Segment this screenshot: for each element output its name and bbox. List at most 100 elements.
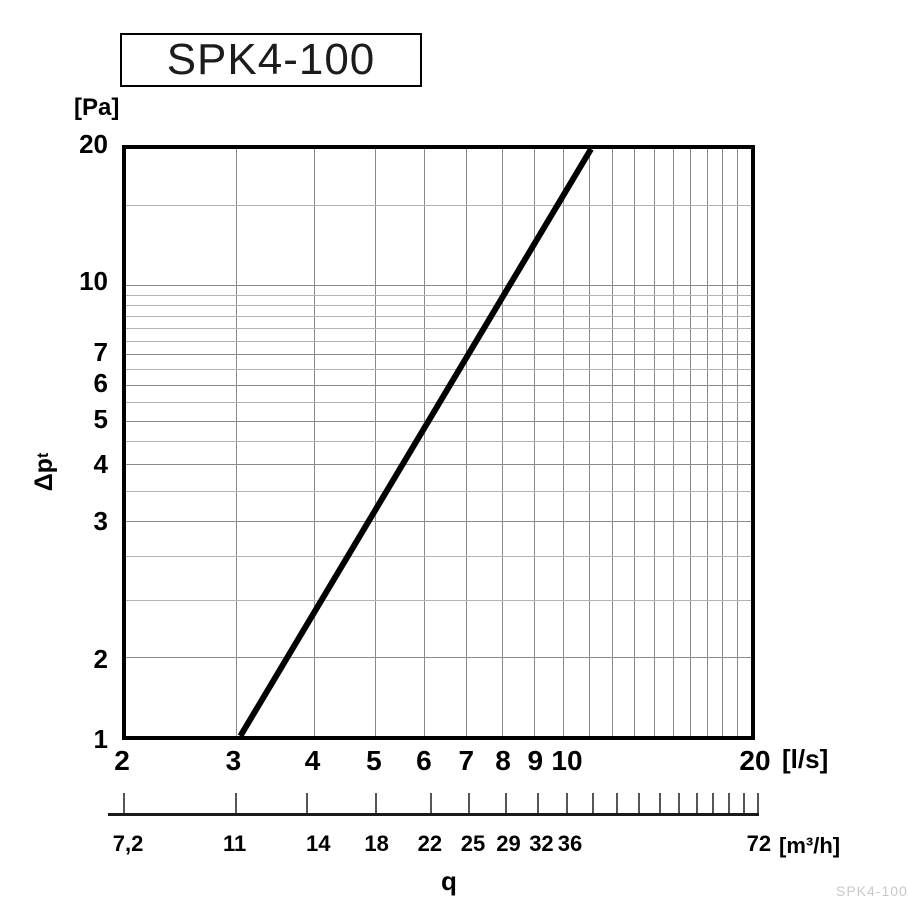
vertical-gridline: [424, 149, 426, 736]
secondary-tick-label: 22: [417, 831, 443, 856]
y-tick-label: 6: [93, 368, 108, 399]
horizontal-gridline-minor: [126, 328, 751, 330]
secondary-tick-label: 25: [460, 831, 486, 856]
secondary-axis-tick: [711, 793, 714, 813]
vertical-gridline: [502, 149, 504, 736]
secondary-axis-tick: [757, 793, 759, 813]
secondary-tick-label: 72: [746, 831, 772, 856]
secondary-axis-tick: [566, 793, 569, 813]
vertical-gridline: [672, 149, 674, 736]
grid-container: [126, 149, 751, 736]
vertical-gridline: [722, 149, 724, 736]
y-tick-label: 7: [93, 337, 108, 368]
y-axis-tick-labels: 20 10 7 6 5 4 3 2 1: [58, 129, 116, 754]
secondary-axis-unit-label: [m³/h]: [779, 833, 841, 858]
secondary-axis-tick: [592, 793, 595, 813]
vertical-gridline: [314, 149, 316, 736]
y-tick-label: 10: [79, 266, 108, 297]
secondary-axis-tick: [727, 793, 730, 813]
y-axis-unit-label: [Pa]: [74, 94, 120, 121]
x-axis-tick-labels: 2 3 4 5 6 7 8 9 10 20: [114, 745, 770, 779]
vertical-gridline: [634, 149, 636, 736]
horizontal-gridline-minor: [126, 295, 751, 297]
secondary-axis-line: [108, 813, 759, 816]
secondary-axis-tick: [504, 793, 507, 813]
secondary-axis-tick: [677, 793, 680, 813]
horizontal-gridline-minor: [126, 369, 751, 371]
y-tick-label: 20: [79, 128, 108, 159]
x-tick-label: 4: [304, 745, 321, 776]
y-tick-label: 3: [93, 505, 108, 536]
vertical-gridline: [466, 149, 467, 736]
x-tick-label: 9: [527, 745, 544, 776]
x-tick-label: 2: [114, 745, 130, 776]
pressure-symbol: Δp: [29, 458, 58, 492]
horizontal-gridline-minor: [126, 441, 751, 443]
horizontal-gridline-minor: [126, 600, 751, 602]
secondary-tick-label: 36: [557, 831, 583, 856]
secondary-tick-label: 29: [496, 831, 521, 856]
secondary-axis-tick: [306, 793, 309, 813]
secondary-axis-tick: [467, 793, 470, 813]
x-tick-label: 6: [416, 745, 432, 776]
secondary-axis-tick-labels: 7,2 11 14 18 22 25 29 32 36 72: [113, 831, 771, 857]
secondary-tick-label: 14: [306, 831, 331, 856]
x-tick-label: 7: [458, 745, 475, 776]
secondary-tick-label: 7,2: [112, 831, 144, 856]
horizontal-gridline-major: [126, 420, 751, 422]
chart-title: SPK4-100: [166, 35, 376, 84]
x-tick-label: 8: [495, 745, 511, 776]
secondary-axis-tick: [695, 793, 698, 813]
y-tick-label: 1: [93, 723, 108, 754]
horizontal-gridline-major: [126, 284, 751, 286]
watermark-text: SPK4-100: [836, 883, 908, 899]
secondary-tick-label: 18: [364, 831, 389, 856]
horizontal-gridline-minor: [126, 316, 751, 318]
horizontal-gridline-minor: [126, 205, 751, 207]
y-tick-label: 5: [93, 404, 108, 435]
vertical-gridline: [706, 149, 708, 736]
x-tick-label: 3: [225, 745, 242, 776]
x-tick-label: 20: [739, 745, 771, 776]
secondary-axis-tick: [743, 793, 746, 813]
y-tick-label: 4: [93, 448, 108, 479]
x-axis-unit-label: [l/s]: [782, 744, 829, 774]
secondary-axis-tick: [638, 793, 641, 813]
pressure-drop-curve: [126, 149, 751, 736]
horizontal-gridline-minor: [126, 305, 751, 307]
vertical-gridline: [374, 149, 376, 736]
horizontal-gridline-major: [126, 464, 751, 466]
vertical-gridline: [562, 149, 564, 736]
secondary-axis-tick: [234, 793, 237, 813]
pressure-symbol-subscript: t: [35, 452, 52, 459]
vertical-gridline: [690, 149, 692, 736]
secondary-tick-label: 11: [222, 831, 247, 856]
secondary-axis-tick: [658, 793, 661, 813]
secondary-axis-tick: [123, 793, 125, 813]
vertical-gridline: [737, 149, 739, 736]
title-box: SPK4-100: [120, 33, 422, 87]
secondary-axis-tick: [429, 793, 432, 813]
plot-area: [122, 145, 755, 740]
y-tick-label: 2: [93, 643, 108, 674]
secondary-tick-label: 32: [529, 831, 554, 856]
horizontal-gridline-major: [126, 520, 751, 522]
horizontal-gridline-minor: [126, 340, 751, 342]
vertical-gridline: [588, 149, 590, 736]
vertical-gridline: [236, 149, 237, 736]
secondary-axis-tick: [375, 793, 378, 813]
x-tick-label: 5: [366, 745, 382, 776]
horizontal-gridline-major: [126, 656, 751, 658]
secondary-axis-ticks: [123, 793, 759, 813]
flow-symbol-label: q: [441, 866, 457, 896]
horizontal-gridline-major: [126, 354, 751, 356]
vertical-gridline: [534, 149, 536, 736]
x-tick-label: 10: [551, 745, 583, 776]
horizontal-gridline-major: [126, 384, 751, 386]
secondary-axis-tick: [537, 793, 539, 813]
horizontal-gridline-minor: [126, 556, 751, 558]
horizontal-gridline-minor: [126, 490, 751, 492]
secondary-axis-tick: [616, 793, 619, 813]
vertical-gridline: [654, 149, 656, 736]
